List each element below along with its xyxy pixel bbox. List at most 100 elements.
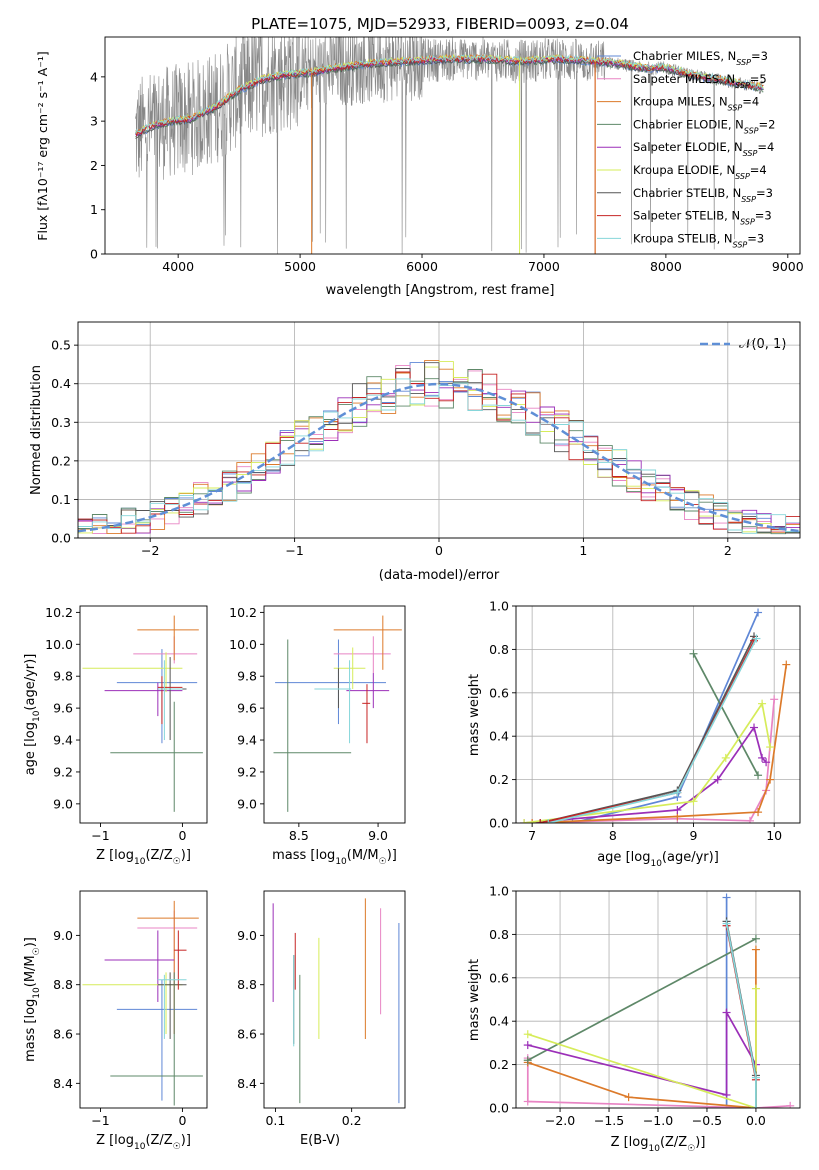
y-tick-label: 1 <box>90 202 98 217</box>
y-tick-label: 0.8 <box>489 642 509 657</box>
label-part: Z [log <box>611 1135 649 1150</box>
spectrum-ylabel: Flux [fλ10⁻¹⁷ erg cm⁻² s⁻¹ A⁻¹] <box>35 51 50 240</box>
x-tick-label: 0.0 <box>746 1113 766 1128</box>
residual-histogram-panel: (data-model)/error Normed distribution 𝒩… <box>29 321 801 583</box>
legend-text: =3 <box>751 49 768 63</box>
label-part: mass [log <box>23 999 38 1062</box>
y-tick-label: 9.4 <box>53 733 73 748</box>
legend-text: =5 <box>750 72 767 86</box>
label-part: (Z/Z <box>660 1135 687 1150</box>
legend-label-kroupa_miles: Kroupa MILES, NSSP=4 <box>633 95 759 113</box>
axes-frame <box>79 605 208 824</box>
y-tick-label: 2 <box>90 158 98 173</box>
label-subscript: 10 <box>32 987 42 999</box>
x-tick-label: 2 <box>724 543 732 558</box>
y-tick-label: 0.6 <box>489 970 509 985</box>
x-tick-label: 7 <box>528 828 536 843</box>
legend-text: =4 <box>757 140 774 154</box>
label-part: )] <box>181 1133 191 1148</box>
error-bars <box>272 898 400 1104</box>
y-tick-label: 9.0 <box>53 928 73 943</box>
y-tick-label: 8.8 <box>237 977 257 992</box>
histogram-kroupa_stelib <box>78 378 800 534</box>
x-tick-label: 5000 <box>284 259 316 274</box>
model-spectrum-kroupa_stelib <box>135 54 764 134</box>
axes-frame <box>263 605 406 824</box>
x-tick-label: −0.5 <box>692 1113 722 1128</box>
legend-label-kroupa_stelib: Kroupa STELIB, NSSP=3 <box>633 231 764 249</box>
x-tick-label: 0.2 <box>342 1113 362 1128</box>
x-tick-label: −2.0 <box>545 1113 575 1128</box>
histogram-salpeter_stelib <box>78 371 800 534</box>
label-part: age [log <box>597 850 650 865</box>
xlabel: age [log10(age/yr)] <box>597 850 719 869</box>
label-subscript: 10 <box>32 710 42 722</box>
ylabel: age [log10(age/yr)] <box>23 654 42 776</box>
y-tick-label: 0.6 <box>489 685 509 700</box>
age-vs-metallicity-panel: −1 09.09.29.49.69.810.010.2Z [log10(Z/Z☉)… <box>23 605 208 867</box>
mass-weight-vs-age-panel: mass weight 7 8 9 10 0.0 0.2 0.4 0.6 0.8 1.0 age [… <box>467 599 801 869</box>
label-subscript: 10 <box>134 857 146 867</box>
x-tick-label: −1.5 <box>594 1113 624 1128</box>
weight-line-salpeter_elodie <box>524 725 767 823</box>
weight-line-salpeter_miles <box>532 699 776 823</box>
xlabel: mass [log10(M/M☉)] <box>272 848 397 867</box>
legend-text: =3 <box>756 186 773 200</box>
y-tick-label: 0.1 <box>51 492 71 507</box>
weight-line-chabrier_elodie <box>527 937 757 1062</box>
legend-label-salpeter_elodie: Salpeter ELODIE, NSSP=4 <box>633 140 774 158</box>
histogram-chabrier_stelib <box>78 362 800 534</box>
spectrum-lines <box>135 37 764 254</box>
legend-subscript: SSP <box>740 217 755 226</box>
xlabel: Z [log10(Z/Z☉)] <box>96 1133 191 1152</box>
y-tick-label: 8.8 <box>53 977 73 992</box>
normal-curve <box>78 382 800 533</box>
legend-text: Kroupa STELIB, N <box>633 231 733 245</box>
axes-frame <box>263 890 406 1109</box>
x-tick-label: 1 <box>579 543 587 558</box>
label-subscript: ☉ <box>379 857 387 867</box>
legend-label-kroupa_elodie: Kroupa ELODIE, NSSP=4 <box>633 163 767 181</box>
x-tick-label: 0 <box>435 543 443 558</box>
axes-frame <box>104 36 801 255</box>
mass-weight-vs-metallicity-panel: mass weight −2.0 −1.5 −1.0 −0.5 0.0 0.0 0.2 0.4… <box>467 884 801 1154</box>
legend-subscript: SSP <box>735 172 750 181</box>
ylabel: mass [log10(M/M☉)] <box>23 937 42 1062</box>
y-tick-label: 0.8 <box>489 927 509 942</box>
y-tick-label: 9.0 <box>237 928 257 943</box>
y-tick-label: 1.0 <box>489 884 509 899</box>
y-tick-label: 9.0 <box>53 796 73 811</box>
y-tick-label: 9.6 <box>237 701 257 716</box>
spectrum-xlabel: wavelength [Angstrom, rest frame] <box>326 283 555 298</box>
legend-subscript: SSP <box>735 80 750 89</box>
weight-line-salpeter_miles <box>526 1058 791 1108</box>
label-part: )] <box>387 848 397 863</box>
xlabel: Z [log10(Z/Z☉)] <box>96 848 191 867</box>
y-tick-label: 0.2 <box>489 772 509 787</box>
normal-legend-label: 𝒩(0, 1) <box>739 337 786 352</box>
x-tick-label: 8000 <box>650 259 682 274</box>
y-tick-label: 0.3 <box>51 415 71 430</box>
y-tick-label: 9.6 <box>53 701 73 716</box>
axes-frame <box>79 890 208 1109</box>
x-tick-label: 9.0 <box>368 828 388 843</box>
x-tick-label: −1.0 <box>643 1113 673 1128</box>
x-tick-label: 0.1 <box>265 1113 285 1128</box>
spectrum-title: PLATE=1075, MJD=52933, FIBERID=0093, z=0… <box>251 15 629 33</box>
x-tick-label: 10 <box>766 828 782 843</box>
legend-label-salpeter_stelib: Salpeter STELIB, NSSP=3 <box>633 209 772 227</box>
label-part: Z [log <box>96 1133 134 1148</box>
mass-weight-age-ylabel: mass weight <box>467 674 482 756</box>
x-tick-label: 0 <box>178 828 186 843</box>
histogram-xlabel: (data-model)/error <box>379 568 500 583</box>
legend-subscript: SSP <box>728 103 743 112</box>
x-tick-label: 6000 <box>406 259 438 274</box>
x-tick-label: −2 <box>141 543 159 558</box>
y-tick-label: 3 <box>90 114 98 129</box>
x-tick-label: 8 <box>609 828 617 843</box>
legend-text: =3 <box>747 231 764 245</box>
legend-text: Kroupa ELODIE, N <box>633 163 735 177</box>
legend-text: Salpeter MILES, N <box>633 72 735 86</box>
label-subscript: 10 <box>648 1144 660 1154</box>
y-tick-label: 8.4 <box>237 1076 257 1091</box>
